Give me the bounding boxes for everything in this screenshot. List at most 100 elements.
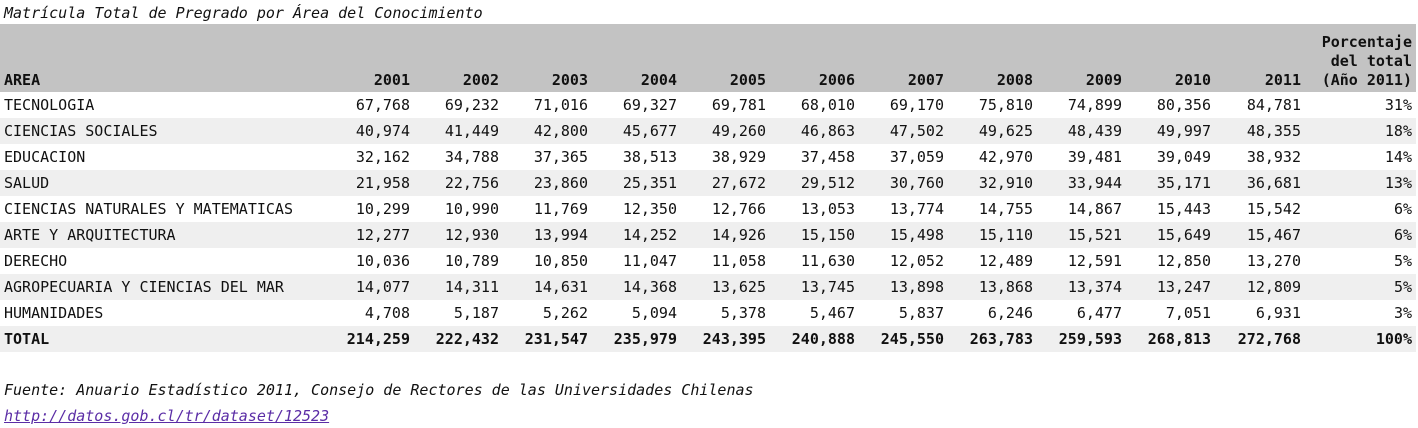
value-cell: 46,863 [800,122,855,140]
table-row: SALUD 21,958 22,756 23,860 25,351 27,672 29,51… [0,170,1416,196]
value-cell: 7,051 [1165,304,1211,322]
total-value-cell: 240,888 [791,330,855,348]
value-cell: 47,502 [889,122,944,140]
table-row: EDUCACION 32,162 34,788 37,365 38,513 38,929 3… [0,144,1416,170]
value-cell: 69,781 [711,96,766,114]
header-year: 2001 [373,71,410,89]
value-cell: 39,481 [1067,148,1122,166]
total-value-cell: 263,783 [969,330,1033,348]
value-cell: 11,047 [622,252,677,270]
value-cell: 12,809 [1246,278,1301,296]
value-cell: 35,171 [1156,174,1211,192]
table-row: TECNOLOGIA 67,768 69,232 71,016 69,327 69,781… [0,92,1416,118]
value-cell: 15,498 [889,226,944,244]
value-cell: 34,788 [444,148,499,166]
header-year: 2007 [907,71,944,89]
value-cell: 48,355 [1246,122,1301,140]
table-body: TECNOLOGIA 67,768 69,232 71,016 69,327 69,781… [0,92,1416,352]
value-cell: 14,631 [533,278,588,296]
value-cell: 42,970 [978,148,1033,166]
value-cell: 71,016 [533,96,588,114]
value-cell: 5,837 [898,304,944,322]
percentage-cell: 18% [1384,122,1412,140]
value-cell: 38,932 [1246,148,1301,166]
value-cell: 14,867 [1067,200,1122,218]
dataset-link[interactable]: http://datos.gob.cl/tr/dataset/12523 [4,407,330,425]
value-cell: 5,094 [631,304,677,322]
table-row: DERECHO 10,036 10,789 10,850 11,047 11,058 11,… [0,248,1416,274]
value-cell: 10,850 [533,252,588,270]
value-cell: 14,077 [355,278,410,296]
value-cell: 36,681 [1246,174,1301,192]
header-year: 2011 [1264,71,1301,89]
area-cell: CIENCIAS NATURALES Y MATEMATICAS [4,200,293,218]
source-note: Fuente: Anuario Estadístico 2011, Consej… [4,381,754,399]
value-cell: 14,368 [622,278,677,296]
value-cell: 37,458 [800,148,855,166]
header-year: 2008 [996,71,1033,89]
header-year: 2009 [1085,71,1122,89]
table-row: AGROPECUARIA Y CIENCIAS DEL MAR 14,077 14,… [0,274,1416,300]
value-cell: 12,350 [622,200,677,218]
value-cell: 4,708 [364,304,410,322]
value-cell: 38,929 [711,148,766,166]
header-percentage-line: del total [1330,52,1412,70]
value-cell: 49,260 [711,122,766,140]
total-percentage-cell: 100% [1375,330,1412,348]
percentage-cell: 6% [1393,200,1412,218]
value-cell: 84,781 [1246,96,1301,114]
value-cell: 67,768 [355,96,410,114]
value-cell: 49,997 [1156,122,1211,140]
header-year: 2006 [818,71,855,89]
table-header-row: AREA 2001 2002 2003 2004 2005 2006 2007 … [0,24,1416,92]
area-cell: TECNOLOGIA [4,96,95,114]
header-area: AREA [4,71,41,89]
percentage-cell: 6% [1393,226,1412,244]
total-value-cell: 235,979 [613,330,677,348]
value-cell: 13,898 [889,278,944,296]
area-cell: EDUCACION [4,148,86,166]
table-row: CIENCIAS NATURALES Y MATEMATICAS 10,299 10… [0,196,1416,222]
value-cell: 13,994 [533,226,588,244]
value-cell: 69,327 [622,96,677,114]
value-cell: 5,187 [453,304,499,322]
value-cell: 22,756 [444,174,499,192]
value-cell: 10,990 [444,200,499,218]
value-cell: 12,591 [1067,252,1122,270]
value-cell: 49,625 [978,122,1033,140]
value-cell: 12,850 [1156,252,1211,270]
value-cell: 25,351 [622,174,677,192]
total-value-cell: 214,259 [346,330,410,348]
value-cell: 14,252 [622,226,677,244]
value-cell: 13,053 [800,200,855,218]
area-cell: AGROPECUARIA Y CIENCIAS DEL MAR [4,278,284,296]
value-cell: 6,246 [987,304,1033,322]
total-row: TOTAL 214,259 222,432 231,547 235,979 243,395… [0,326,1416,352]
value-cell: 11,058 [711,252,766,270]
table-row: CIENCIAS SOCIALES 40,974 41,449 42,800 45,67… [0,118,1416,144]
value-cell: 15,542 [1246,200,1301,218]
value-cell: 11,630 [800,252,855,270]
total-value-cell: 245,550 [880,330,944,348]
percentage-cell: 13% [1384,174,1412,192]
value-cell: 10,036 [355,252,410,270]
value-cell: 12,052 [889,252,944,270]
value-cell: 13,270 [1246,252,1301,270]
value-cell: 14,926 [711,226,766,244]
value-cell: 15,467 [1246,226,1301,244]
value-cell: 13,247 [1156,278,1211,296]
percentage-cell: 5% [1393,252,1412,270]
value-cell: 39,049 [1156,148,1211,166]
value-cell: 12,930 [444,226,499,244]
value-cell: 5,262 [542,304,588,322]
total-value-cell: 231,547 [524,330,588,348]
header-year: 2003 [551,71,588,89]
value-cell: 13,625 [711,278,766,296]
area-cell: DERECHO [4,252,68,270]
value-cell: 48,439 [1067,122,1122,140]
value-cell: 27,672 [711,174,766,192]
percentage-cell: 3% [1393,304,1412,322]
value-cell: 10,299 [355,200,410,218]
value-cell: 6,477 [1076,304,1122,322]
area-cell: SALUD [4,174,50,192]
